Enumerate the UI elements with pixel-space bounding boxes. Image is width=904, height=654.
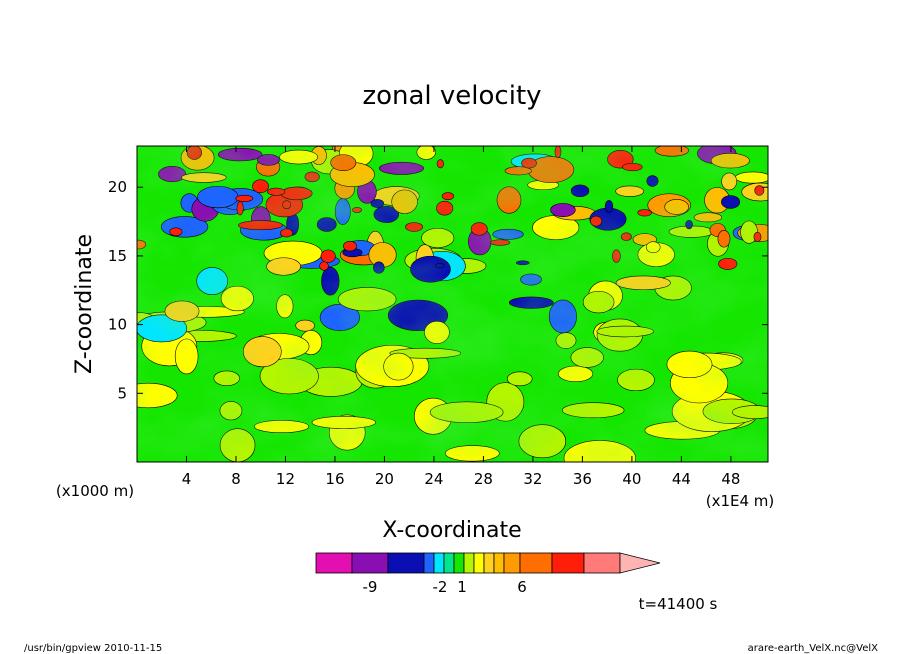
colorbar-extend-arrow (619, 552, 661, 574)
x-tick-label-2: 12 (276, 470, 295, 488)
colorbar-tick-label-2: 1 (457, 578, 467, 596)
x-tick-label-0: 4 (182, 470, 192, 488)
colorbar-swatch-13 (551, 552, 585, 574)
colorbar-swatch-2 (387, 552, 425, 574)
colorbar-tick-label-3: 6 (517, 578, 527, 596)
plot-frame (136, 145, 769, 463)
colorbar-swatch-12 (519, 552, 553, 574)
x-tick-label-5: 24 (424, 470, 443, 488)
colorbar-swatch-1 (351, 552, 389, 574)
colorbar-swatch-14 (583, 552, 621, 574)
plot-area (137, 146, 768, 462)
colorbar-swatch-10 (493, 552, 505, 574)
colorbar-tick-label-0: -9 (363, 578, 378, 596)
colorbar (315, 552, 661, 574)
x-tick-label-9: 40 (622, 470, 641, 488)
chart-title: zonal velocity (362, 81, 541, 111)
x-axis-unit: (x1E4 m) (706, 492, 775, 510)
y-axis-label: Z-coordinate (72, 234, 97, 374)
x-tick-label-1: 8 (231, 470, 241, 488)
x-tick-label-10: 44 (672, 470, 691, 488)
x-tick-label-11: 48 (721, 470, 740, 488)
x-axis: 4 8 12 16 20 24 28 32 36 40 44 48 (182, 146, 740, 488)
y-tick-label-0: 5 (117, 384, 127, 402)
colorbar-swatch-0 (315, 552, 353, 574)
colorbar-swatch-5 (443, 552, 455, 574)
colorbar-swatch-7 (463, 552, 475, 574)
x-tick-label-8: 36 (573, 470, 592, 488)
footer-right: arare-earth_VelX.nc@VelX (748, 643, 879, 654)
time-annotation: t=41400 s (639, 595, 718, 613)
colorbar-swatch-4 (433, 552, 445, 574)
colorbar-swatch-11 (503, 552, 521, 574)
x-axis-label: X-coordinate (382, 518, 521, 543)
y-tick-label-2: 15 (108, 247, 127, 265)
y-axis-unit: (x1000 m) (56, 482, 134, 500)
footer-left: /usr/bin/gpview 2010-11-15 (24, 643, 162, 654)
colorbar-tick-labels: -9 -2 1 6 (363, 578, 527, 596)
x-tick-label-4: 20 (375, 470, 394, 488)
colorbar-swatch-6 (453, 552, 465, 574)
colorbar-swatch-3 (423, 552, 435, 574)
colorbar-swatch-8 (473, 552, 485, 574)
y-tick-label-1: 10 (108, 316, 127, 334)
x-tick-label-7: 32 (523, 470, 542, 488)
y-axis: 5 10 15 20 (108, 178, 768, 402)
x-tick-label-6: 28 (474, 470, 493, 488)
x-tick-label-3: 16 (325, 470, 344, 488)
y-tick-label-3: 20 (108, 178, 127, 196)
colorbar-swatch-9 (483, 552, 495, 574)
colorbar-tick-label-1: -2 (433, 578, 448, 596)
